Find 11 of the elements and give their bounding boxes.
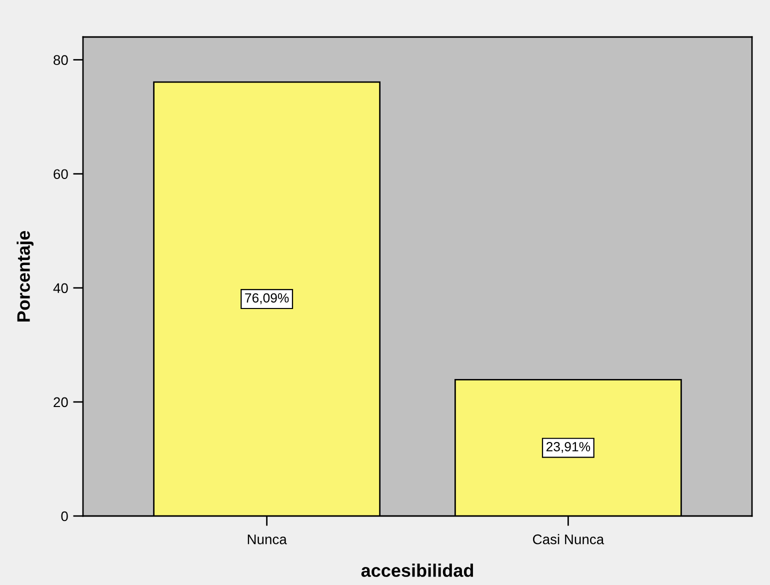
data-label: 23,91% bbox=[546, 442, 590, 453]
y-tick-label: 40 bbox=[53, 283, 68, 294]
y-tick-label: 60 bbox=[54, 169, 68, 180]
y-axis-title: Porcentaje bbox=[16, 230, 34, 322]
y-tick-label: 80 bbox=[54, 55, 68, 65]
x-tick-label: Nunca bbox=[248, 534, 287, 544]
x-tick-label: Casi Nunca bbox=[532, 534, 604, 544]
y-tick-label: 0 bbox=[61, 511, 68, 522]
y-tick-label: 20 bbox=[54, 397, 68, 408]
x-axis-title: accesibilidad bbox=[361, 564, 474, 577]
data-label: 76,09% bbox=[245, 293, 289, 304]
